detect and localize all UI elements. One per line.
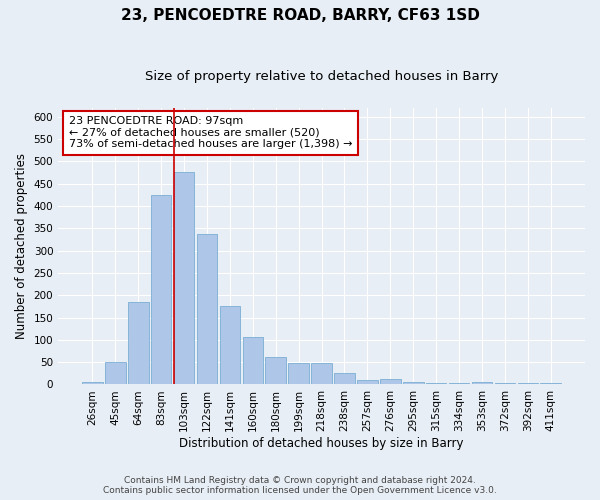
- Text: 23, PENCOEDTRE ROAD, BARRY, CF63 1SD: 23, PENCOEDTRE ROAD, BARRY, CF63 1SD: [121, 8, 479, 22]
- Bar: [380, 379, 401, 384]
- Bar: [174, 172, 194, 384]
- Bar: [105, 362, 125, 384]
- Bar: [541, 382, 561, 384]
- Bar: [403, 382, 424, 384]
- Bar: [82, 382, 103, 384]
- Bar: [426, 382, 446, 384]
- Bar: [242, 336, 263, 384]
- Bar: [128, 302, 149, 384]
- Bar: [197, 234, 217, 384]
- Bar: [334, 374, 355, 384]
- Bar: [151, 195, 172, 384]
- Text: Contains HM Land Registry data © Crown copyright and database right 2024.
Contai: Contains HM Land Registry data © Crown c…: [103, 476, 497, 495]
- Y-axis label: Number of detached properties: Number of detached properties: [15, 153, 28, 339]
- Bar: [289, 364, 309, 384]
- Bar: [265, 357, 286, 384]
- Text: 23 PENCOEDTRE ROAD: 97sqm
← 27% of detached houses are smaller (520)
73% of semi: 23 PENCOEDTRE ROAD: 97sqm ← 27% of detac…: [69, 116, 352, 150]
- Bar: [449, 383, 469, 384]
- Bar: [220, 306, 240, 384]
- Bar: [518, 383, 538, 384]
- Bar: [357, 380, 378, 384]
- Bar: [311, 364, 332, 384]
- Bar: [494, 382, 515, 384]
- Bar: [472, 382, 493, 384]
- X-axis label: Distribution of detached houses by size in Barry: Distribution of detached houses by size …: [179, 437, 464, 450]
- Title: Size of property relative to detached houses in Barry: Size of property relative to detached ho…: [145, 70, 498, 83]
